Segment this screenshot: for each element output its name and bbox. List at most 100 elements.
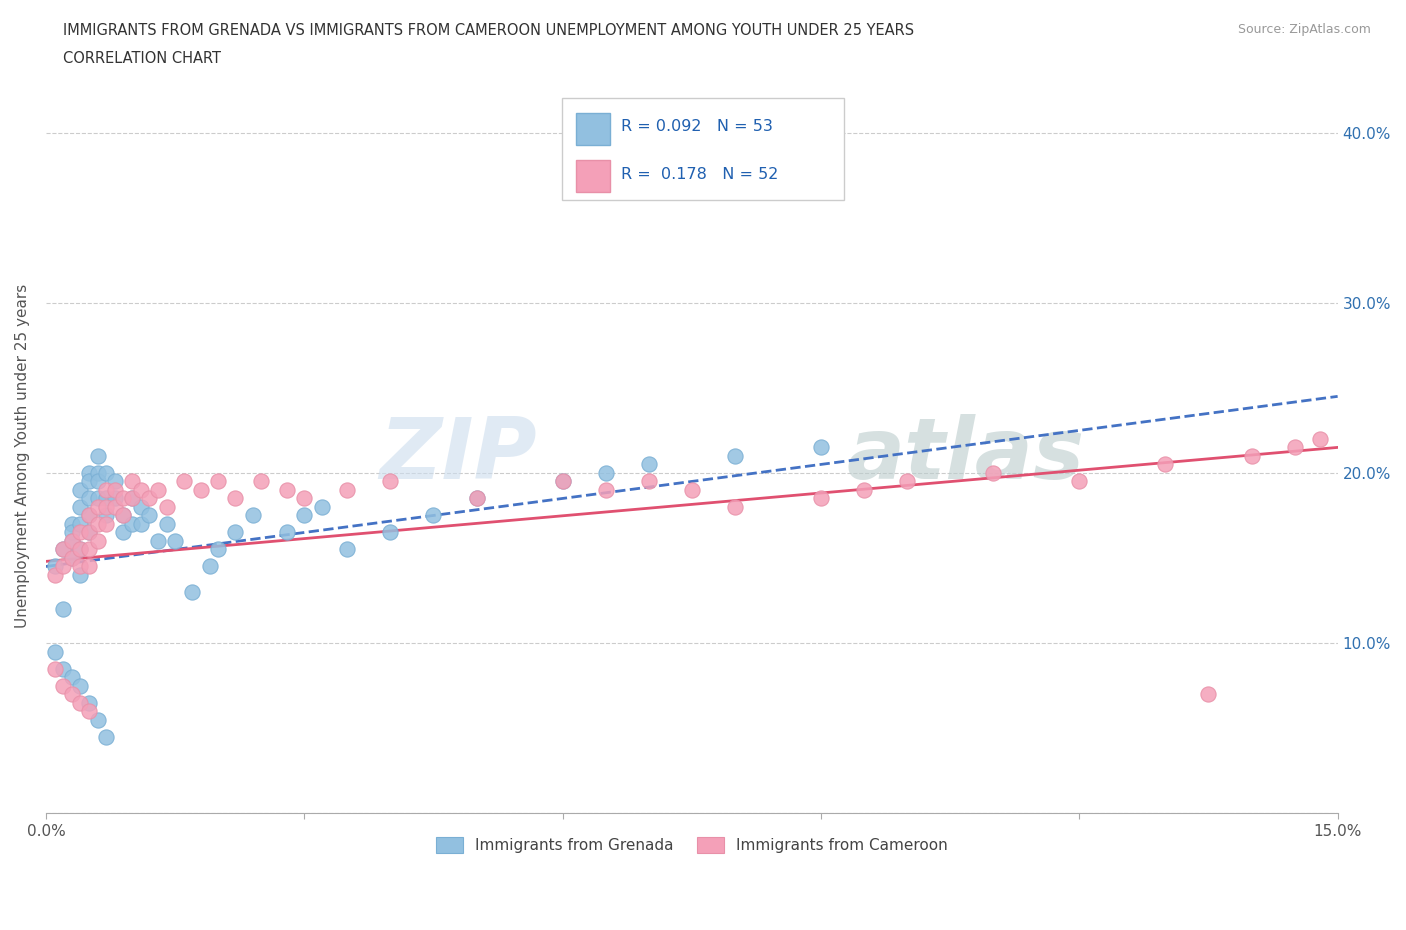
Point	[129, 499, 152, 514]
Point	[60, 551, 83, 565]
Point	[86, 466, 108, 481]
Point	[173, 474, 195, 489]
Point	[60, 534, 83, 549]
Point	[69, 695, 91, 710]
Point	[60, 670, 83, 684]
Point	[86, 491, 108, 506]
Point	[44, 559, 66, 574]
Point	[60, 686, 83, 701]
Point	[86, 712, 108, 727]
Point	[242, 508, 264, 523]
Point	[60, 551, 83, 565]
Point	[129, 483, 152, 498]
Point	[112, 508, 135, 523]
Point	[96, 516, 118, 531]
Point	[69, 542, 91, 557]
Point	[86, 474, 108, 489]
Point	[810, 440, 832, 455]
Text: R = 0.092   N = 53: R = 0.092 N = 53	[621, 119, 773, 134]
Point	[77, 474, 100, 489]
Point	[637, 474, 659, 489]
Point	[146, 483, 169, 498]
Point	[681, 483, 703, 498]
Point	[86, 448, 108, 463]
Point	[104, 499, 127, 514]
Point	[104, 483, 127, 498]
Point	[207, 474, 229, 489]
Point	[112, 491, 135, 506]
Point	[52, 542, 75, 557]
Point	[77, 695, 100, 710]
Point	[96, 483, 118, 498]
Point	[1154, 457, 1177, 472]
Point	[86, 534, 108, 549]
Text: ZIP: ZIP	[380, 415, 537, 498]
Point	[121, 516, 143, 531]
Point	[77, 704, 100, 719]
Point	[69, 559, 91, 574]
Point	[96, 729, 118, 744]
Point	[44, 661, 66, 676]
Point	[69, 525, 91, 540]
Point	[69, 542, 91, 557]
Point	[44, 644, 66, 659]
Point	[165, 534, 187, 549]
Point	[52, 661, 75, 676]
Point	[77, 508, 100, 523]
Point	[981, 466, 1004, 481]
Point	[77, 542, 100, 557]
Legend: Immigrants from Grenada, Immigrants from Cameroon: Immigrants from Grenada, Immigrants from…	[429, 830, 955, 859]
Point	[224, 491, 246, 506]
Point	[380, 474, 402, 489]
Point	[146, 534, 169, 549]
Point	[77, 491, 100, 506]
Point	[77, 559, 100, 574]
Point	[1284, 440, 1306, 455]
Point	[69, 483, 91, 498]
Point	[77, 508, 100, 523]
Point	[224, 525, 246, 540]
Point	[853, 483, 876, 498]
Text: IMMIGRANTS FROM GRENADA VS IMMIGRANTS FROM CAMEROON UNEMPLOYMENT AMONG YOUTH UND: IMMIGRANTS FROM GRENADA VS IMMIGRANTS FR…	[63, 23, 914, 38]
Point	[121, 491, 143, 506]
Point	[380, 525, 402, 540]
Point	[595, 466, 617, 481]
Point	[104, 491, 127, 506]
Point	[311, 499, 333, 514]
Point	[112, 508, 135, 523]
Point	[60, 525, 83, 540]
Point	[1198, 686, 1220, 701]
Point	[207, 542, 229, 557]
Point	[96, 491, 118, 506]
Point	[595, 483, 617, 498]
Point	[77, 466, 100, 481]
Point	[69, 567, 91, 582]
Point	[551, 474, 574, 489]
Point	[44, 567, 66, 582]
Point	[465, 491, 488, 506]
Point	[181, 585, 204, 600]
Point	[336, 542, 359, 557]
Point	[292, 491, 315, 506]
Point	[52, 678, 75, 693]
Point	[138, 508, 160, 523]
Point	[86, 516, 108, 531]
Text: R =  0.178   N = 52: R = 0.178 N = 52	[621, 166, 779, 182]
Point	[60, 516, 83, 531]
Point	[69, 499, 91, 514]
Point	[465, 491, 488, 506]
Point	[121, 491, 143, 506]
Point	[129, 516, 152, 531]
Point	[724, 448, 747, 463]
Point	[96, 466, 118, 481]
Point	[69, 516, 91, 531]
Point	[155, 499, 177, 514]
Point	[190, 483, 212, 498]
Point	[551, 474, 574, 489]
Point	[250, 474, 273, 489]
Text: CORRELATION CHART: CORRELATION CHART	[63, 51, 221, 66]
Point	[96, 508, 118, 523]
Text: atlas: atlas	[846, 415, 1085, 498]
Point	[77, 525, 100, 540]
Point	[724, 499, 747, 514]
